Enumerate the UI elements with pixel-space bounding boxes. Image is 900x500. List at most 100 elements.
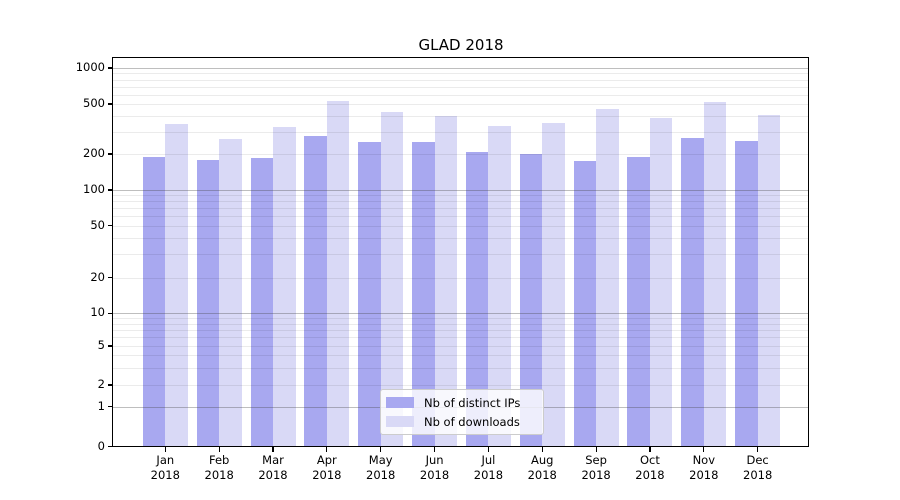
x-tick-year: 2018 bbox=[689, 467, 719, 482]
x-tick-month: Oct bbox=[639, 452, 660, 467]
x-tick-month: Jul bbox=[481, 452, 496, 467]
legend-swatch-distinct-ips bbox=[386, 396, 414, 409]
bar-nb-of-distinct-ips-feb bbox=[196, 160, 220, 447]
bar-nb-of-downloads-may bbox=[380, 112, 404, 447]
y-tick-label: 5 bbox=[97, 338, 105, 352]
bar-nb-of-downloads-jul bbox=[488, 125, 511, 447]
x-tick-label: Mar 2018 bbox=[245, 453, 301, 483]
y-tick-mark bbox=[107, 103, 113, 105]
x-tick-year: 2018 bbox=[635, 467, 665, 482]
bar-nb-of-distinct-ips-jan bbox=[142, 156, 166, 447]
y-tick-label: 1 bbox=[97, 398, 105, 413]
bar-nb-of-distinct-ips-oct bbox=[627, 156, 650, 447]
y-tick-mark bbox=[107, 153, 113, 155]
x-tick-month: Mar bbox=[262, 452, 284, 467]
legend-swatch-downloads bbox=[386, 415, 414, 428]
x-tick-month: Sep bbox=[585, 452, 607, 467]
legend-label-downloads: Nb of downloads bbox=[424, 414, 520, 429]
x-tick-month: Apr bbox=[316, 452, 337, 467]
x-tick-label: Feb 2018 bbox=[191, 453, 247, 483]
x-tick-label: Aug 2018 bbox=[514, 453, 570, 483]
y-tick-mark bbox=[107, 224, 113, 227]
y-tick-mark bbox=[107, 312, 113, 314]
legend: Nb of distinct IPs Nb of downloads bbox=[380, 389, 544, 435]
x-tick-label: Nov 2018 bbox=[676, 453, 732, 483]
bar-nb-of-downloads-oct bbox=[649, 117, 673, 447]
bar-nb-of-downloads-feb bbox=[219, 138, 242, 447]
y-tick-label: 200 bbox=[83, 146, 105, 160]
bar-nb-of-distinct-ips-jun bbox=[412, 141, 435, 447]
y-tick-mark bbox=[107, 189, 113, 191]
bar-nb-of-distinct-ips-apr bbox=[304, 135, 327, 447]
x-tick-mark bbox=[649, 446, 651, 452]
x-tick-label: Oct 2018 bbox=[622, 453, 678, 483]
x-tick-year: 2018 bbox=[419, 467, 450, 482]
bars-layer bbox=[113, 58, 809, 447]
x-tick-label: Jun 2018 bbox=[407, 453, 463, 483]
x-tick-mark bbox=[703, 446, 705, 452]
x-tick-mark bbox=[541, 446, 543, 452]
y-tick-label: 1000 bbox=[75, 60, 105, 74]
bar-nb-of-downloads-sep bbox=[596, 108, 619, 447]
x-tick-mark bbox=[272, 446, 274, 452]
x-tick-month: Jun bbox=[425, 452, 444, 467]
x-tick-label: Apr 2018 bbox=[299, 453, 355, 483]
x-tick-year: 2018 bbox=[743, 467, 773, 482]
bar-nb-of-distinct-ips-sep bbox=[573, 160, 597, 447]
x-tick-year: 2018 bbox=[581, 467, 611, 482]
x-tick-month: Jan bbox=[156, 452, 175, 467]
y-tick-mark bbox=[107, 67, 113, 69]
x-tick-mark bbox=[218, 446, 220, 452]
x-tick-month: Nov bbox=[692, 452, 716, 467]
y-tick-label: 100 bbox=[83, 182, 105, 196]
x-tick-month: Aug bbox=[531, 452, 554, 467]
legend-item-downloads: Nb of downloads bbox=[386, 415, 543, 429]
y-tick-mark bbox=[107, 406, 113, 408]
y-tick-label: 50 bbox=[90, 217, 105, 232]
bar-nb-of-downloads-nov bbox=[703, 101, 727, 447]
bar-nb-of-downloads-aug bbox=[542, 122, 565, 447]
x-tick-label: May 2018 bbox=[353, 453, 409, 483]
y-tick-label: 10 bbox=[90, 305, 105, 320]
x-tick-year: 2018 bbox=[473, 467, 504, 482]
bar-nb-of-distinct-ips-mar bbox=[250, 158, 273, 447]
bar-nb-of-distinct-ips-dec bbox=[735, 140, 758, 447]
bar-nb-of-downloads-jan bbox=[165, 123, 188, 447]
x-tick-label: Jan 2018 bbox=[137, 453, 193, 483]
x-tick-mark bbox=[757, 446, 759, 452]
x-tick-month: May bbox=[368, 452, 393, 467]
y-tick-mark bbox=[107, 445, 113, 448]
bar-nb-of-distinct-ips-jul bbox=[465, 151, 489, 447]
bar-nb-of-distinct-ips-may bbox=[358, 142, 381, 447]
x-tick-label: Dec 2018 bbox=[730, 453, 786, 483]
x-tick-year: 2018 bbox=[258, 467, 288, 482]
x-tick-label: Sep 2018 bbox=[568, 453, 624, 483]
x-tick-label: Jul 2018 bbox=[460, 453, 516, 483]
x-tick-month: Dec bbox=[746, 452, 769, 467]
y-tick-label: 500 bbox=[83, 96, 105, 110]
x-tick-mark bbox=[595, 446, 597, 452]
bar-nb-of-downloads-mar bbox=[273, 126, 296, 447]
bar-nb-of-downloads-dec bbox=[757, 114, 781, 447]
y-tick-mark bbox=[107, 276, 113, 279]
x-tick-mark bbox=[487, 446, 489, 452]
x-tick-mark bbox=[380, 446, 382, 452]
y-tick-label: 2 bbox=[97, 377, 105, 391]
x-tick-year: 2018 bbox=[204, 467, 234, 482]
y-tick-mark bbox=[107, 384, 113, 386]
bar-nb-of-downloads-jun bbox=[434, 116, 458, 447]
y-tick-label: 0 bbox=[97, 438, 105, 453]
bar-nb-of-distinct-ips-aug bbox=[519, 154, 543, 447]
x-tick-mark bbox=[326, 446, 328, 452]
legend-label-distinct-ips: Nb of distinct IPs bbox=[424, 395, 521, 410]
x-tick-mark bbox=[164, 446, 166, 452]
plot-area-border bbox=[112, 57, 809, 447]
bar-nb-of-distinct-ips-nov bbox=[681, 138, 704, 447]
x-tick-year: 2018 bbox=[527, 467, 557, 482]
legend-item-distinct-ips: Nb of distinct IPs bbox=[386, 396, 543, 410]
x-tick-year: 2018 bbox=[366, 467, 396, 482]
bar-nb-of-downloads-apr bbox=[326, 101, 350, 447]
x-tick-year: 2018 bbox=[150, 467, 180, 482]
y-tick-label: 20 bbox=[90, 269, 105, 284]
